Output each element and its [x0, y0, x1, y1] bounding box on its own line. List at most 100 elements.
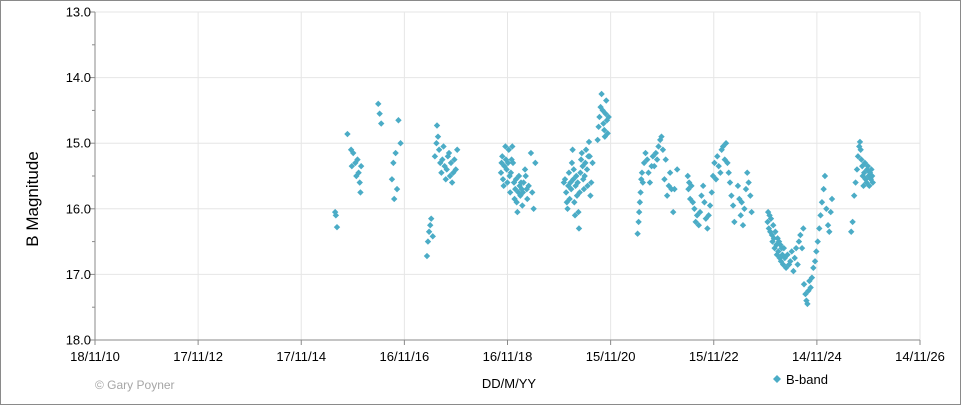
data-point — [582, 159, 589, 167]
data-point — [696, 208, 704, 216]
data-point — [804, 300, 811, 308]
data-point — [775, 248, 782, 255]
data-point — [764, 208, 772, 216]
data-point — [738, 199, 745, 206]
data-point — [862, 176, 869, 183]
data-point — [807, 284, 814, 291]
data-point — [580, 176, 587, 183]
data-point — [507, 169, 515, 176]
x-tick-label: 14/11/26 — [895, 349, 945, 364]
data-point — [820, 185, 827, 193]
data-point — [857, 146, 864, 153]
data-point — [670, 208, 677, 216]
data-point — [393, 185, 401, 193]
data-point — [600, 120, 607, 127]
data-point — [442, 176, 449, 183]
data-point — [729, 202, 737, 209]
data-point — [806, 277, 813, 285]
data-point — [795, 238, 803, 245]
axis-layer: 13.0 14.0 15.0 16.0 17.0 18.018/11/10 17/11/12… — [66, 5, 945, 365]
data-point — [653, 156, 661, 163]
data-point — [704, 225, 711, 232]
data-point — [525, 182, 532, 190]
data-point — [529, 189, 536, 196]
data-point — [354, 156, 361, 163]
data-point — [640, 159, 648, 167]
data-point — [573, 172, 580, 180]
data-point — [603, 97, 610, 104]
data-point — [599, 107, 606, 114]
y-tick-label: 17.0 — [66, 267, 91, 282]
data-point — [646, 179, 654, 186]
data-point — [440, 143, 447, 150]
data-point — [798, 244, 806, 252]
data-point — [666, 169, 674, 176]
data-point — [673, 166, 681, 173]
grid-layer — [95, 11, 921, 340]
data-point — [792, 244, 800, 252]
data-point — [395, 117, 402, 124]
data-point — [709, 172, 717, 180]
data-point — [584, 182, 591, 190]
data-point — [532, 159, 539, 167]
y-tick-label: 18.0 — [66, 333, 91, 348]
data-point — [596, 113, 603, 121]
data-point — [661, 176, 668, 183]
data-point — [595, 123, 602, 130]
data-point — [521, 166, 529, 173]
data-point — [717, 169, 724, 176]
data-point — [332, 212, 340, 219]
data-point — [859, 172, 866, 180]
legend: B-band — [773, 372, 828, 387]
data-point — [519, 189, 527, 196]
data-point — [826, 228, 833, 235]
data-point — [355, 169, 362, 176]
data-point — [698, 192, 705, 199]
data-point — [506, 189, 514, 196]
data-point — [811, 258, 819, 265]
data-point — [589, 159, 596, 167]
data-point — [503, 166, 510, 173]
data-point — [572, 182, 579, 190]
data-point — [642, 149, 649, 157]
data-point — [712, 176, 720, 183]
data-point — [866, 182, 873, 190]
data-point — [685, 185, 692, 193]
data-point — [378, 120, 385, 127]
data-point — [859, 162, 866, 170]
data-point — [821, 172, 829, 180]
data-point — [794, 261, 801, 268]
data-point — [803, 297, 810, 304]
data-point — [561, 176, 569, 183]
data-point — [722, 140, 730, 147]
data-point — [865, 172, 872, 180]
data-point — [565, 169, 573, 176]
data-point — [788, 248, 795, 255]
data-point — [791, 254, 798, 262]
data-point — [513, 199, 520, 206]
data-point — [443, 166, 450, 173]
data-point — [568, 185, 575, 193]
data-point — [523, 185, 530, 193]
data-point — [425, 228, 433, 235]
x-tick-label: 15/11/20 — [586, 349, 636, 364]
x-tick-label: 16/11/18 — [483, 349, 533, 364]
data-point — [575, 225, 583, 232]
data-point — [524, 195, 531, 203]
x-tick-label: 17/11/12 — [173, 349, 223, 364]
data-point — [424, 238, 432, 245]
data-point — [663, 192, 671, 199]
data-point — [868, 172, 876, 180]
data-point — [853, 166, 861, 173]
data-point — [637, 189, 644, 196]
data-point — [634, 230, 641, 237]
legend-marker — [773, 375, 781, 383]
data-point — [850, 192, 858, 199]
data-point — [571, 199, 578, 206]
data-point — [728, 192, 735, 199]
data-point — [635, 218, 642, 226]
data-point — [603, 117, 611, 124]
data-point — [522, 172, 529, 180]
data-point — [391, 195, 398, 203]
data-point — [787, 258, 794, 265]
